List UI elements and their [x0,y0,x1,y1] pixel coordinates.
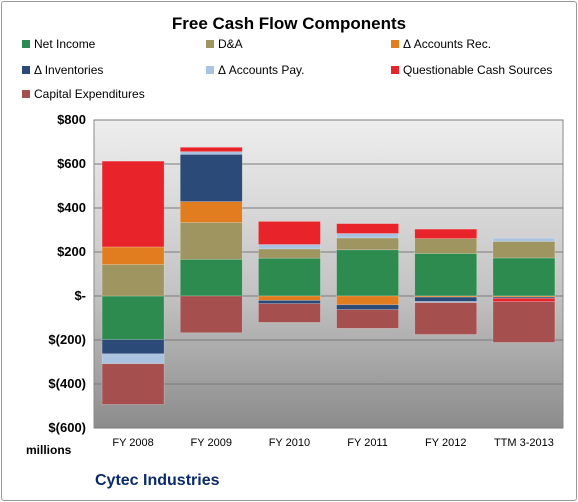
bar-segment [336,233,399,239]
bar-segment [336,223,399,234]
legend-label: Δ Accounts Pay. [218,63,305,77]
bar-segment [258,244,321,250]
bar-segment [258,300,321,304]
bar-segment [101,264,165,297]
legend-swatch [206,40,214,48]
bar-segment [414,296,478,302]
y-tick-label: $(400) [48,376,86,391]
bar-segment [492,298,556,303]
x-tick-label: FY 2009 [190,437,232,449]
legend-item: Capital Expenditures [22,87,145,101]
y-tick-label: $200 [57,244,86,259]
bar-segment [492,301,556,343]
bar-segment [101,353,165,365]
bar-segment [101,295,165,340]
legend-item: D&A [206,37,243,51]
bar-segment [258,221,321,245]
bar-segment [101,339,165,355]
x-tick-label: FY 2010 [268,437,311,449]
legend-label: Capital Expenditures [34,87,145,101]
bar-segment [101,363,165,405]
plot-area [93,119,564,429]
bar-segment [179,154,243,202]
bar-segment [336,304,399,310]
x-tick-label: FY 2012 [425,437,467,449]
x-tick-label: FY 2011 [347,437,388,449]
legend-swatch [391,66,399,74]
bar-segment [492,257,556,297]
bar-segment [179,151,243,155]
unit-label: millions [26,443,72,457]
company-name: Cytec Industries [95,472,220,489]
legend-item: Questionable Cash Sources [391,63,552,77]
bar-segment [179,258,243,297]
bar-segment [414,253,478,297]
legend-swatch [22,66,30,74]
legend-label: Questionable Cash Sources [403,63,553,77]
y-tick-label: $400 [57,200,86,215]
bar-segment [179,222,243,260]
bar-segment [336,237,399,251]
bar-segment [179,295,243,334]
legend-swatch [22,90,30,98]
y-tick-label: $600 [57,156,86,171]
legend-swatch [391,40,399,48]
y-tick-label: $(600) [48,420,86,435]
bar-segment [258,248,321,259]
bar-segment [414,302,478,335]
chart-title: Free Cash Flow Components [171,14,407,33]
legend-label: D&A [218,37,243,51]
bar-segment [336,295,399,306]
legend-item: Δ Inventories [22,63,103,77]
legend-item: Net Income [22,37,95,51]
x-tick-label: TTM 3-2013 [493,437,554,449]
bar-segment [336,309,399,329]
y-tick-label: $- [74,288,86,303]
legend-item: Δ Accounts Rec. [391,37,491,51]
bar-segment [492,237,556,242]
bar-segment [258,295,321,301]
bar-segment [258,257,321,297]
bar-segment [179,201,243,223]
bar-segment [492,241,556,259]
bar-segment [179,146,243,152]
legend-label: Δ Accounts Rec. [403,37,492,51]
bar-segment [414,238,478,254]
x-tick-label: FY 2008 [112,437,154,449]
legend-label: Net Income [34,37,96,51]
y-tick-label: $800 [57,112,86,127]
bar-segment [336,249,399,297]
legend-swatch [22,40,30,48]
bar-segment [101,246,165,265]
bar-segment [414,228,478,239]
legend-swatch [206,66,214,74]
y-tick-label: $(200) [48,332,86,347]
bar-segment [258,303,321,323]
bar-segment [101,160,165,248]
legend-item: Δ Accounts Pay. [206,63,305,77]
legend-label: Δ Inventories [34,63,104,77]
